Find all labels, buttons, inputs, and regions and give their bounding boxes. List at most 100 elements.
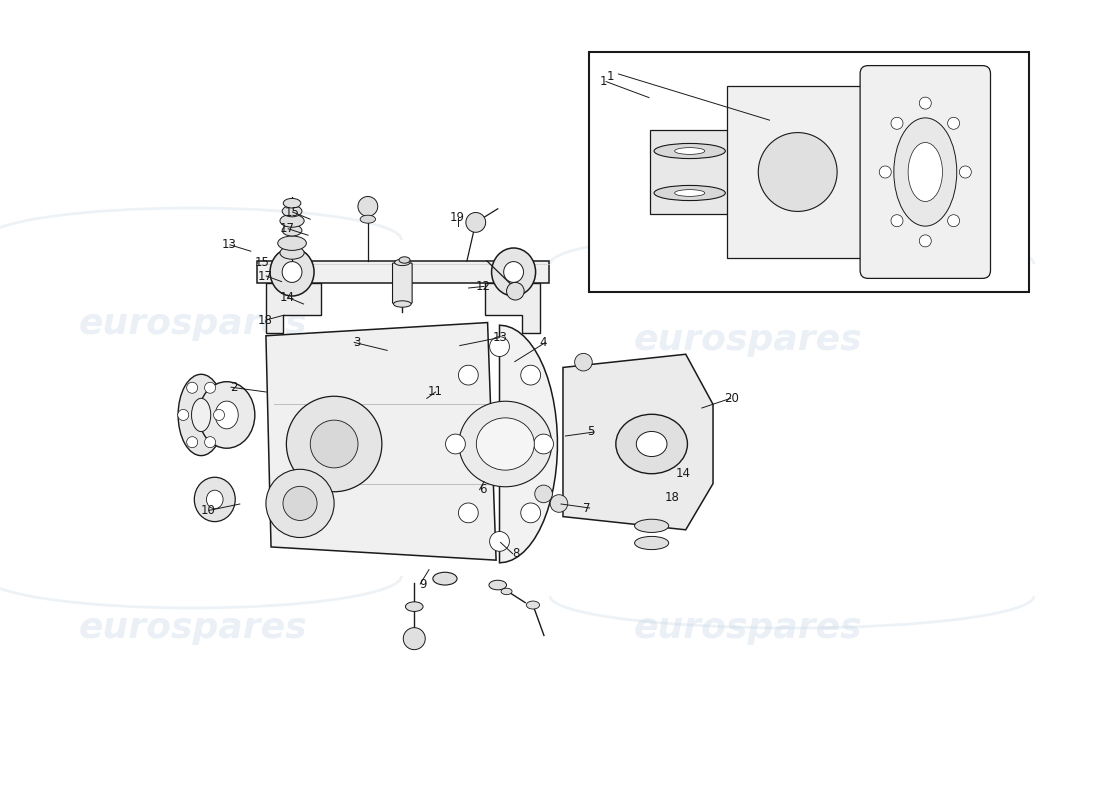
Text: 1: 1: [606, 70, 614, 83]
Circle shape: [490, 337, 509, 357]
Text: 1: 1: [600, 75, 607, 88]
Ellipse shape: [394, 301, 411, 307]
Circle shape: [446, 434, 465, 454]
Ellipse shape: [282, 206, 301, 217]
Circle shape: [358, 197, 377, 216]
Ellipse shape: [674, 148, 705, 154]
Circle shape: [459, 366, 478, 385]
Circle shape: [520, 503, 540, 522]
Ellipse shape: [216, 401, 239, 429]
Circle shape: [959, 166, 971, 178]
Circle shape: [213, 410, 224, 421]
Text: 14: 14: [675, 467, 691, 480]
Circle shape: [947, 118, 959, 130]
Text: 12: 12: [475, 280, 491, 293]
Text: 14: 14: [279, 291, 295, 304]
Circle shape: [550, 494, 568, 512]
Circle shape: [574, 354, 592, 371]
Ellipse shape: [406, 602, 424, 611]
Circle shape: [205, 437, 216, 448]
FancyBboxPatch shape: [860, 66, 990, 278]
Ellipse shape: [277, 236, 306, 250]
Polygon shape: [499, 325, 558, 563]
Circle shape: [506, 282, 524, 300]
Ellipse shape: [360, 215, 375, 223]
Text: 8: 8: [512, 547, 519, 560]
Circle shape: [283, 486, 317, 521]
Text: eurospares: eurospares: [78, 611, 307, 645]
Text: 3: 3: [353, 336, 361, 349]
Circle shape: [187, 382, 198, 394]
Polygon shape: [266, 283, 321, 333]
Ellipse shape: [504, 262, 524, 282]
Polygon shape: [485, 283, 540, 333]
Ellipse shape: [195, 478, 235, 522]
Bar: [257, 261, 549, 283]
Text: 7: 7: [583, 502, 591, 514]
Text: 20: 20: [724, 392, 739, 405]
Text: 5: 5: [587, 426, 595, 438]
Ellipse shape: [909, 142, 943, 202]
Ellipse shape: [616, 414, 688, 474]
Circle shape: [891, 118, 903, 130]
Ellipse shape: [492, 248, 536, 296]
Ellipse shape: [395, 259, 410, 266]
Circle shape: [920, 97, 932, 109]
Circle shape: [535, 485, 552, 502]
Ellipse shape: [279, 214, 304, 227]
Circle shape: [758, 133, 837, 211]
Text: eurospares: eurospares: [634, 323, 862, 357]
Text: eurospares: eurospares: [78, 307, 307, 341]
Circle shape: [205, 382, 216, 394]
Bar: [727, 86, 868, 258]
Bar: [588, 52, 1028, 292]
Text: eurospares: eurospares: [634, 611, 862, 645]
Circle shape: [404, 628, 426, 650]
Ellipse shape: [459, 402, 552, 486]
Text: 4: 4: [539, 336, 547, 349]
Polygon shape: [563, 354, 713, 530]
Ellipse shape: [282, 225, 301, 236]
Text: 13: 13: [221, 238, 236, 251]
Circle shape: [266, 470, 334, 538]
Circle shape: [490, 531, 509, 551]
Circle shape: [920, 235, 932, 247]
Text: 18: 18: [664, 491, 680, 504]
Circle shape: [534, 434, 553, 454]
Ellipse shape: [207, 490, 223, 509]
Ellipse shape: [502, 588, 513, 594]
Ellipse shape: [894, 118, 957, 226]
Ellipse shape: [654, 143, 725, 158]
Ellipse shape: [282, 262, 301, 282]
Circle shape: [187, 437, 198, 448]
Circle shape: [459, 503, 478, 522]
Ellipse shape: [635, 536, 669, 550]
Ellipse shape: [654, 186, 725, 201]
Polygon shape: [266, 322, 496, 560]
Text: 15: 15: [284, 206, 299, 218]
Circle shape: [178, 410, 189, 421]
Text: 15: 15: [254, 256, 270, 269]
Circle shape: [891, 214, 903, 226]
Ellipse shape: [527, 601, 540, 609]
Text: 18: 18: [257, 314, 273, 326]
Ellipse shape: [636, 431, 667, 457]
Text: 10: 10: [200, 504, 216, 517]
Ellipse shape: [476, 418, 535, 470]
Circle shape: [286, 396, 382, 492]
Text: 11: 11: [427, 386, 442, 398]
Ellipse shape: [270, 248, 315, 296]
Ellipse shape: [191, 398, 211, 431]
Text: 17: 17: [257, 270, 273, 282]
Bar: [650, 130, 729, 214]
Text: 17: 17: [279, 222, 295, 235]
Text: 9: 9: [419, 578, 427, 590]
Circle shape: [310, 420, 358, 468]
Circle shape: [466, 213, 486, 232]
Ellipse shape: [635, 519, 669, 533]
Text: 19: 19: [449, 211, 464, 224]
Ellipse shape: [433, 572, 458, 585]
Ellipse shape: [178, 374, 224, 456]
Ellipse shape: [674, 190, 705, 196]
Circle shape: [879, 166, 891, 178]
